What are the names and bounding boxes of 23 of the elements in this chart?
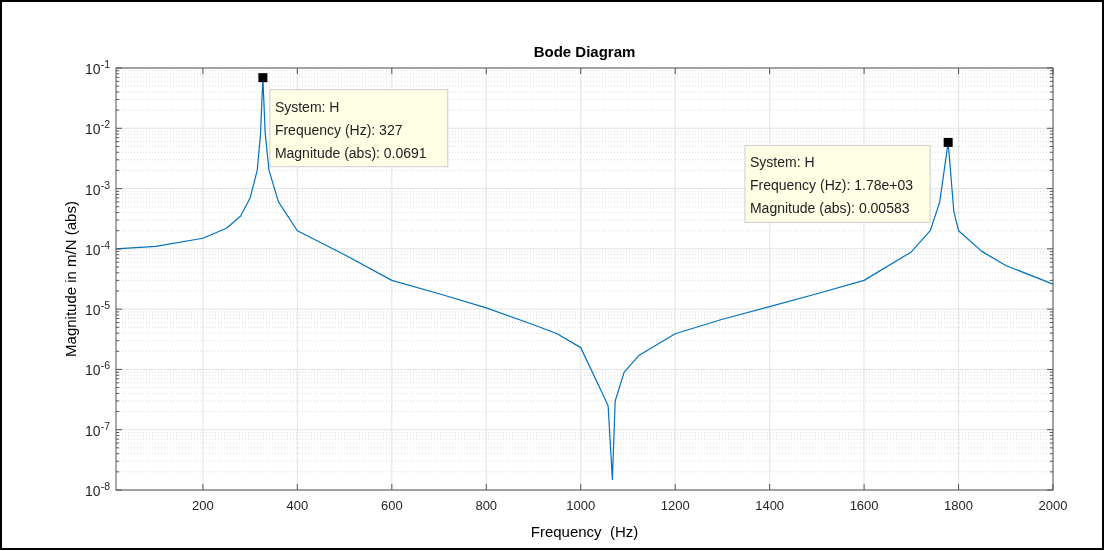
x-tick-label: 800 — [475, 498, 498, 513]
x-tick-label: 2000 — [1038, 498, 1068, 513]
x-tick-label: 600 — [380, 498, 403, 513]
x-axis-title: Frequency (Hz) — [530, 523, 639, 540]
x-tick-label: 1600 — [849, 498, 879, 513]
y-tick-label: 10$^{-6}$ — [85, 359, 111, 379]
y-tick-label: 10$^{-5}$ — [85, 299, 111, 319]
x-tick-label: 1400 — [755, 498, 785, 513]
x-tick-label: 1000 — [566, 498, 596, 513]
x-tick-label: 200 — [192, 498, 214, 513]
annotation: System: H Frequency (Hz): 327 Magnitude (abs): 0.0691 — [274, 98, 427, 161]
x-tick-label: 400 — [286, 498, 309, 513]
chart-title: Bode Diagram — [533, 43, 636, 60]
x-tick-label: 1800 — [944, 498, 974, 513]
y-tick-label: 10$^{-8}$ — [85, 480, 111, 499]
annotation: System: H Frequency (Hz): 1.78e+03 Magnitude (abs): 0.00583 — [749, 154, 914, 217]
x-tick-label: 1200 — [660, 498, 690, 513]
y-axis-title: Magnitude in m/N (abs) — [62, 201, 79, 357]
y-tick-label: 10$^{-1}$ — [85, 58, 111, 77]
y-tick-label: 10$^{-3}$ — [85, 178, 111, 198]
y-tick-label: 10$^{-7}$ — [85, 419, 111, 439]
y-tick-label: 10$^{-4}$ — [85, 238, 111, 258]
y-tick-label: 10$^{-2}$ — [85, 118, 111, 138]
